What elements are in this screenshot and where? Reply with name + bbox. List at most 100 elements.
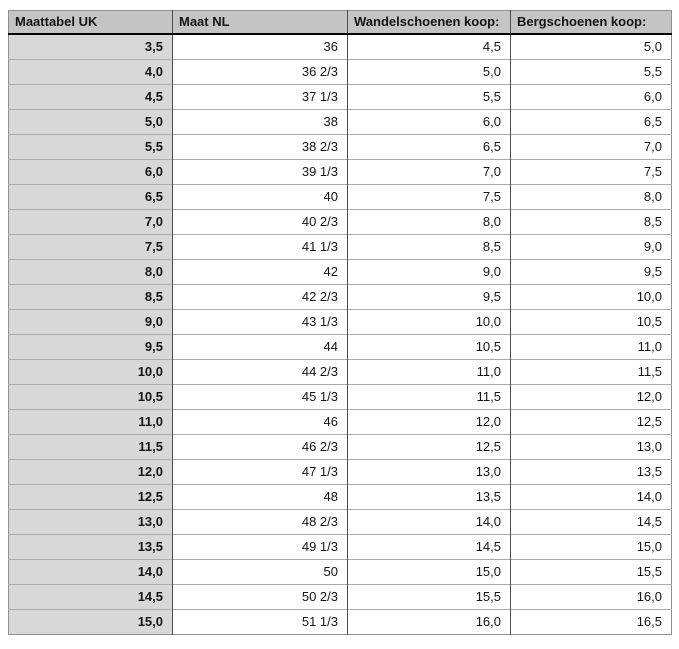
cell-wandelschoenen: 6,0 <box>347 109 511 135</box>
cell-bergschoenen: 9,5 <box>510 259 672 285</box>
cell-uk-size: 10,5 <box>8 384 173 410</box>
cell-uk-size: 14,5 <box>8 584 173 610</box>
table-row: 8,5 42 2/3 9,5 10,0 <box>8 284 672 310</box>
cell-nl-size: 38 2/3 <box>172 134 348 160</box>
table-row: 8,0 42 9,0 9,5 <box>8 259 672 285</box>
cell-uk-size: 15,0 <box>8 609 173 635</box>
cell-bergschoenen: 14,0 <box>510 484 672 510</box>
cell-wandelschoenen: 14,5 <box>347 534 511 560</box>
cell-uk-size: 9,0 <box>8 309 173 335</box>
cell-uk-size: 6,5 <box>8 184 173 210</box>
cell-nl-size: 48 <box>172 484 348 510</box>
table-row: 5,0 38 6,0 6,5 <box>8 109 672 135</box>
cell-wandelschoenen: 4,5 <box>347 33 511 60</box>
cell-bergschoenen: 11,0 <box>510 334 672 360</box>
cell-wandelschoenen: 9,0 <box>347 259 511 285</box>
cell-uk-size: 7,0 <box>8 209 173 235</box>
cell-bergschoenen: 16,5 <box>510 609 672 635</box>
cell-wandelschoenen: 11,5 <box>347 384 511 410</box>
table-row: 10,0 44 2/3 11,0 11,5 <box>8 359 672 385</box>
cell-nl-size: 39 1/3 <box>172 159 348 185</box>
cell-uk-size: 5,5 <box>8 134 173 160</box>
cell-bergschoenen: 8,5 <box>510 209 672 235</box>
cell-uk-size: 13,5 <box>8 534 173 560</box>
cell-bergschoenen: 13,5 <box>510 459 672 485</box>
table-row: 3,5 36 4,5 5,0 <box>8 33 672 60</box>
table-row: 13,5 49 1/3 14,5 15,0 <box>8 534 672 560</box>
cell-nl-size: 42 <box>172 259 348 285</box>
cell-bergschoenen: 8,0 <box>510 184 672 210</box>
cell-nl-size: 51 1/3 <box>172 609 348 635</box>
cell-nl-size: 48 2/3 <box>172 509 348 535</box>
cell-uk-size: 4,5 <box>8 84 173 110</box>
table-row: 12,0 47 1/3 13,0 13,5 <box>8 459 672 485</box>
table-row: 9,5 44 10,5 11,0 <box>8 334 672 360</box>
cell-uk-size: 5,0 <box>8 109 173 135</box>
cell-nl-size: 43 1/3 <box>172 309 348 335</box>
column-header-uk-size: Maattabel UK <box>8 10 173 35</box>
cell-wandelschoenen: 6,5 <box>347 134 511 160</box>
cell-nl-size: 37 1/3 <box>172 84 348 110</box>
column-header-wandelschoenen: Wandelschoenen koop: <box>347 10 511 35</box>
cell-uk-size: 8,5 <box>8 284 173 310</box>
cell-bergschoenen: 5,5 <box>510 59 672 85</box>
cell-wandelschoenen: 8,0 <box>347 209 511 235</box>
cell-uk-size: 13,0 <box>8 509 173 535</box>
table-row: 9,0 43 1/3 10,0 10,5 <box>8 309 672 335</box>
cell-bergschoenen: 10,5 <box>510 309 672 335</box>
cell-bergschoenen: 11,5 <box>510 359 672 385</box>
cell-nl-size: 38 <box>172 109 348 135</box>
table-row: 6,5 40 7,5 8,0 <box>8 184 672 210</box>
table-row: 7,0 40 2/3 8,0 8,5 <box>8 209 672 235</box>
cell-wandelschoenen: 10,5 <box>347 334 511 360</box>
cell-uk-size: 6,0 <box>8 159 173 185</box>
cell-uk-size: 3,5 <box>8 33 173 60</box>
cell-nl-size: 40 <box>172 184 348 210</box>
cell-wandelschoenen: 11,0 <box>347 359 511 385</box>
table-row: 5,5 38 2/3 6,5 7,0 <box>8 134 672 160</box>
table-row: 14,0 50 15,0 15,5 <box>8 559 672 585</box>
table-row: 13,0 48 2/3 14,0 14,5 <box>8 509 672 535</box>
cell-wandelschoenen: 14,0 <box>347 509 511 535</box>
table-row: 11,0 46 12,0 12,5 <box>8 409 672 435</box>
cell-bergschoenen: 12,5 <box>510 409 672 435</box>
size-conversion-table: Maattabel UK Maat NL Wandelschoenen koop… <box>8 10 672 635</box>
cell-wandelschoenen: 10,0 <box>347 309 511 335</box>
cell-nl-size: 46 2/3 <box>172 434 348 460</box>
cell-wandelschoenen: 5,0 <box>347 59 511 85</box>
cell-wandelschoenen: 15,5 <box>347 584 511 610</box>
table-row: 15,0 51 1/3 16,0 16,5 <box>8 609 672 635</box>
cell-bergschoenen: 10,0 <box>510 284 672 310</box>
cell-uk-size: 8,0 <box>8 259 173 285</box>
cell-nl-size: 45 1/3 <box>172 384 348 410</box>
table-row: 10,5 45 1/3 11,5 12,0 <box>8 384 672 410</box>
cell-nl-size: 44 <box>172 334 348 360</box>
cell-nl-size: 40 2/3 <box>172 209 348 235</box>
cell-nl-size: 42 2/3 <box>172 284 348 310</box>
table-row: 14,5 50 2/3 15,5 16,0 <box>8 584 672 610</box>
table-row: 4,0 36 2/3 5,0 5,5 <box>8 59 672 85</box>
cell-nl-size: 36 2/3 <box>172 59 348 85</box>
table-row: 6,0 39 1/3 7,0 7,5 <box>8 159 672 185</box>
cell-bergschoenen: 13,0 <box>510 434 672 460</box>
cell-bergschoenen: 7,5 <box>510 159 672 185</box>
cell-uk-size: 12,0 <box>8 459 173 485</box>
column-header-nl-size: Maat NL <box>172 10 348 35</box>
cell-uk-size: 11,5 <box>8 434 173 460</box>
cell-nl-size: 36 <box>172 33 348 60</box>
cell-bergschoenen: 6,0 <box>510 84 672 110</box>
cell-wandelschoenen: 12,5 <box>347 434 511 460</box>
cell-bergschoenen: 15,0 <box>510 534 672 560</box>
cell-nl-size: 50 2/3 <box>172 584 348 610</box>
cell-nl-size: 46 <box>172 409 348 435</box>
cell-bergschoenen: 9,0 <box>510 234 672 260</box>
cell-nl-size: 47 1/3 <box>172 459 348 485</box>
cell-nl-size: 41 1/3 <box>172 234 348 260</box>
cell-uk-size: 12,5 <box>8 484 173 510</box>
table-row: 4,5 37 1/3 5,5 6,0 <box>8 84 672 110</box>
cell-wandelschoenen: 7,5 <box>347 184 511 210</box>
table-row: 11,5 46 2/3 12,5 13,0 <box>8 434 672 460</box>
cell-wandelschoenen: 12,0 <box>347 409 511 435</box>
cell-bergschoenen: 16,0 <box>510 584 672 610</box>
